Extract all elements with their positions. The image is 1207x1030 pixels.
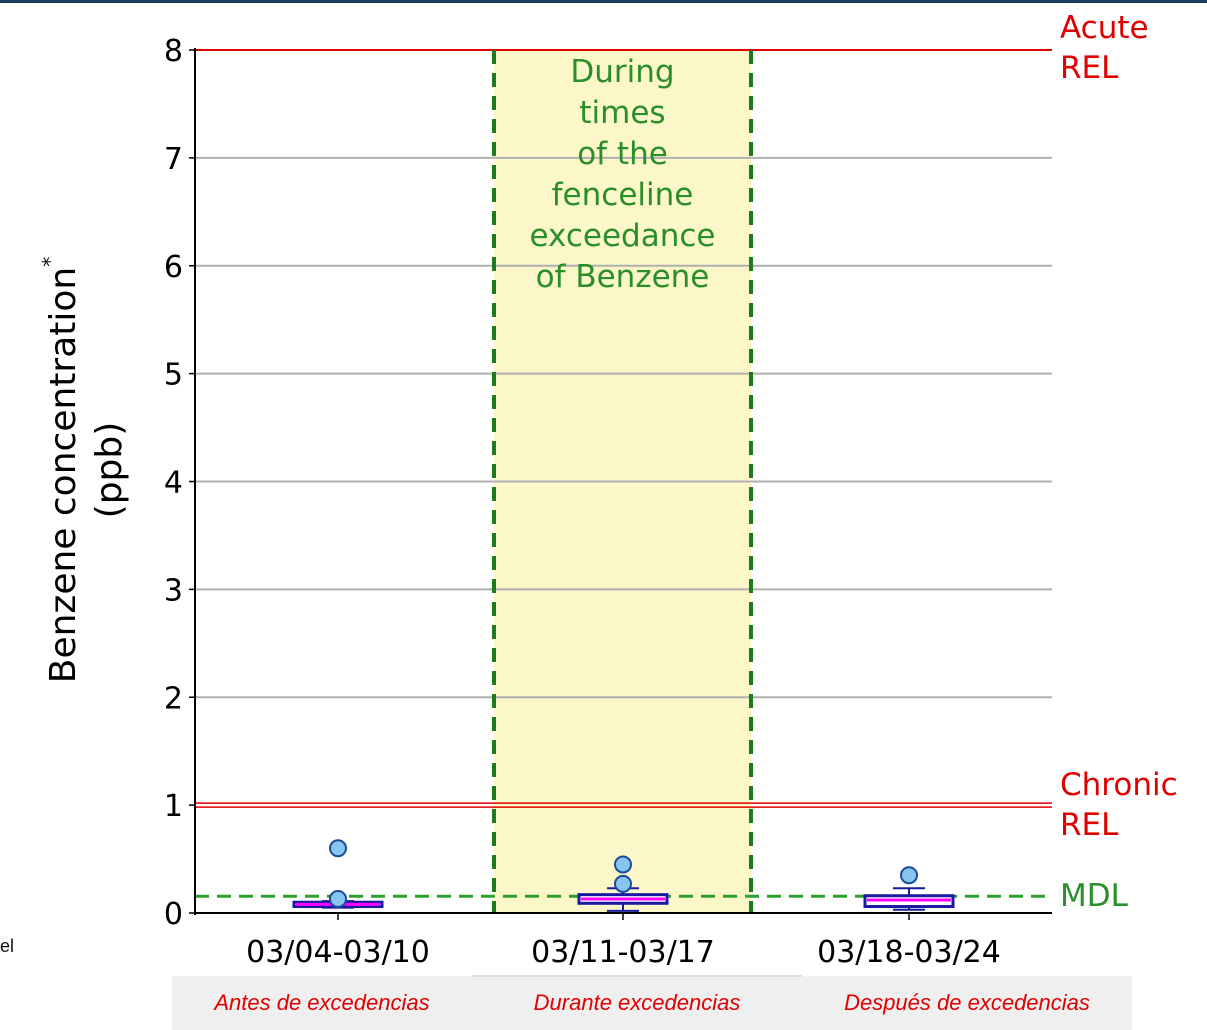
- acute-rel-label-line1: Acute: [1060, 10, 1149, 46]
- y-tick-label: 8: [164, 34, 183, 69]
- y-tick-label: 3: [164, 573, 183, 608]
- x-tick-label: 03/04-03/10: [246, 935, 430, 970]
- box-outlier-point: [900, 866, 918, 885]
- period-label-during: Durante excedencias: [472, 976, 802, 1030]
- acute-rel-label-line2: REL: [1060, 50, 1119, 86]
- y-tick-label: 1: [164, 789, 183, 824]
- exceedance-annotation-line: times: [579, 95, 665, 131]
- y-axis-title-asterisk: *: [38, 256, 62, 267]
- x-tick-label: 03/18-03/24: [817, 935, 1001, 970]
- y-tick-label: 4: [164, 466, 183, 501]
- y-tick-label: 0: [164, 897, 183, 932]
- y-axis-title: Benzene concentration* (ppb): [27, 257, 133, 683]
- period-label-after: Después de excedencias: [802, 976, 1132, 1030]
- y-tick-label: 7: [164, 142, 183, 177]
- chronic-rel-label-line1: Chronic: [1060, 767, 1178, 803]
- chronic-rel-label-line2: REL: [1060, 807, 1119, 843]
- period-label-during-text: Durante excedencias: [533, 990, 741, 1015]
- period-label-after-text: Después de excedencias: [844, 990, 1090, 1015]
- box-outlier-point: [329, 889, 347, 908]
- mdl-label: MDL: [1060, 878, 1129, 914]
- top-border: [0, 0, 1207, 3]
- y-axis-title-line1: Benzene concentration: [43, 266, 84, 684]
- y-tick-label: 6: [164, 250, 183, 285]
- exceedance-annotation-line: During: [570, 54, 674, 90]
- left-edge-text-fragment: el: [0, 936, 15, 956]
- period-label-before: Antes de excedencias: [172, 976, 472, 1030]
- exceedance-annotation-line: of Benzene: [536, 259, 710, 295]
- y-axis-title-line2: (ppb): [89, 421, 130, 519]
- exceedance-annotation-line: fenceline: [552, 177, 694, 213]
- period-label-before-text: Antes de excedencias: [214, 990, 430, 1015]
- y-tick-label: 5: [164, 358, 183, 393]
- exceedance-annotation-line: exceedance: [530, 218, 716, 254]
- period-label-strip-top: [472, 975, 802, 977]
- box-outlier-point: [614, 855, 632, 874]
- benzene-box-plot: 0 1 2 3 4 5 6 7 8 Acute REL Chronic REL MDL During time…: [164, 10, 1178, 970]
- y-tick-label: 2: [164, 681, 183, 716]
- exceedance-annotation-line: of the: [577, 136, 668, 172]
- box-outlier-point: [614, 874, 632, 893]
- x-tick-label: 03/11-03/17: [531, 935, 715, 970]
- box-outlier-point: [329, 839, 347, 858]
